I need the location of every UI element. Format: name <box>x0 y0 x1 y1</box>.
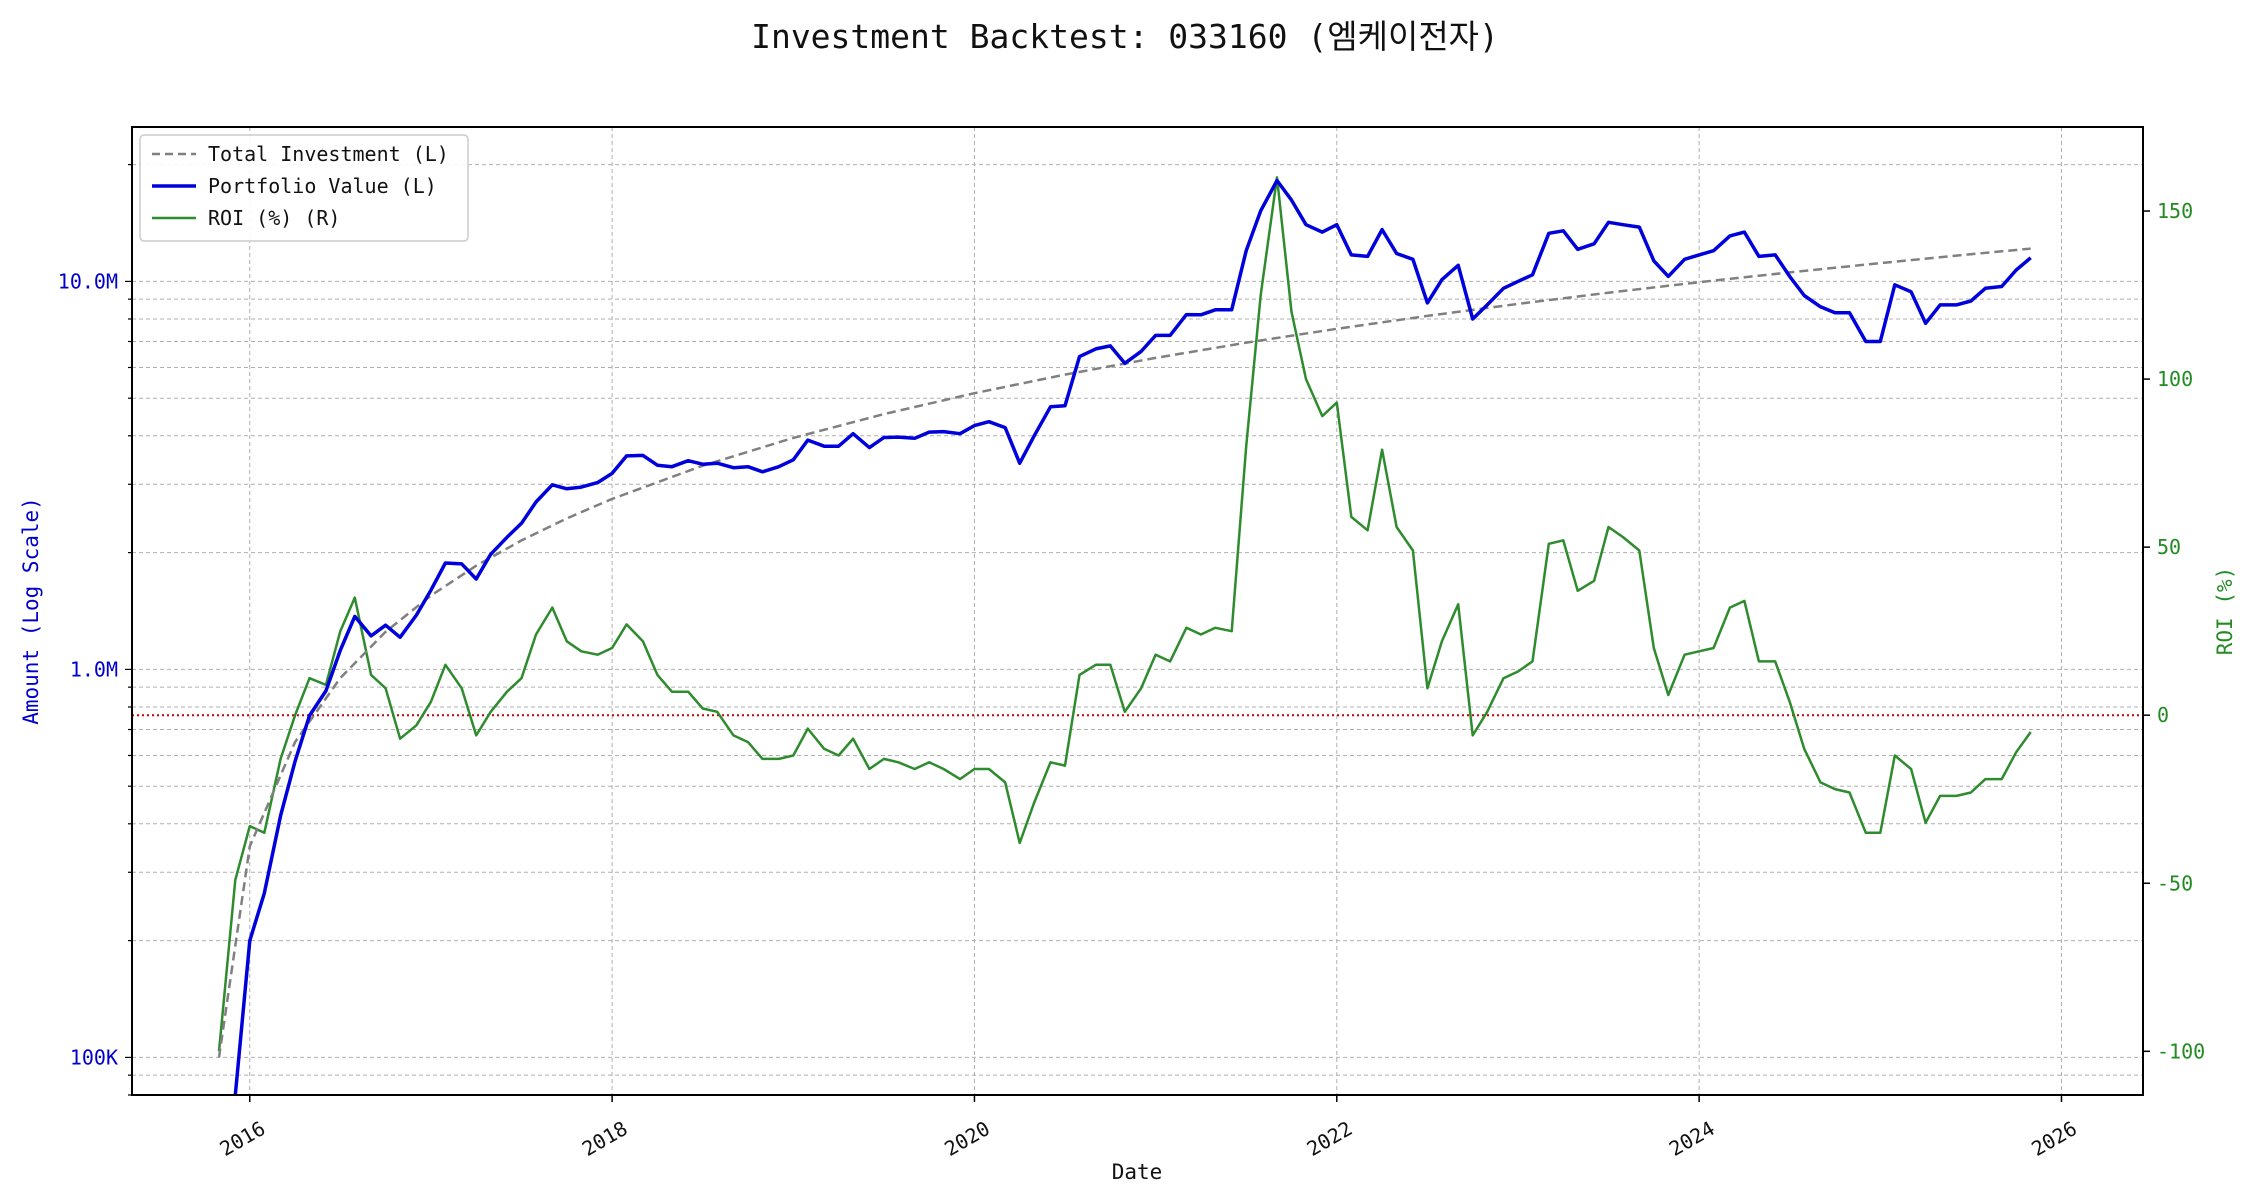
total-investment-line <box>217 247 2031 1058</box>
y-right-tick-label: 100 <box>2157 367 2193 391</box>
legend: Total Investment (L) Portfolio Value (L)… <box>139 134 469 242</box>
legend-label-portfolio: Portfolio Value (L) <box>208 174 437 198</box>
y-axis-label-right: ROI (%) <box>2213 567 2237 656</box>
legend-label-roi: ROI (%) (R) <box>208 206 340 230</box>
y-right-tick-label: -50 <box>2157 871 2193 895</box>
legend-label-investment: Total Investment (L) <box>208 142 449 166</box>
y-left-tick-label: 100K <box>70 1045 118 1069</box>
x-tick-label: 2018 <box>578 1116 632 1161</box>
y-right-tick-label: 150 <box>2157 199 2193 223</box>
legend-box <box>139 134 469 242</box>
x-tick-label: 2024 <box>1665 1116 1719 1161</box>
x-tick-label: 2016 <box>216 1116 270 1161</box>
chart-title: Investment Backtest: 033160 (엠케이전자) <box>751 17 1499 56</box>
portfolio-value-line <box>233 178 2032 1096</box>
y-right-tick-label: 50 <box>2157 535 2181 559</box>
axis-layer: 2016 2018 2020 2022 2024 2026 100K 1.0M 10.0M -10… <box>58 164 2205 1161</box>
series-layer <box>217 176 2032 1096</box>
x-tick-label: 2020 <box>940 1116 994 1161</box>
x-tick-label: 2026 <box>2027 1116 2081 1161</box>
grid-layer <box>132 127 2143 1096</box>
y-right-tick-label: 0 <box>2157 703 2169 727</box>
y-left-tick-label: 1.0M <box>70 657 118 681</box>
x-tick-label: 2022 <box>1303 1116 1357 1161</box>
roi-line <box>217 176 2032 1052</box>
y-right-tick-label: -100 <box>2157 1039 2205 1063</box>
y-left-tick-label: 10.0M <box>58 269 118 293</box>
y-axis-label-left: Amount (Log Scale) <box>19 497 43 725</box>
x-axis-label: Date <box>1112 1160 1163 1184</box>
plot-frame <box>131 126 2144 1096</box>
